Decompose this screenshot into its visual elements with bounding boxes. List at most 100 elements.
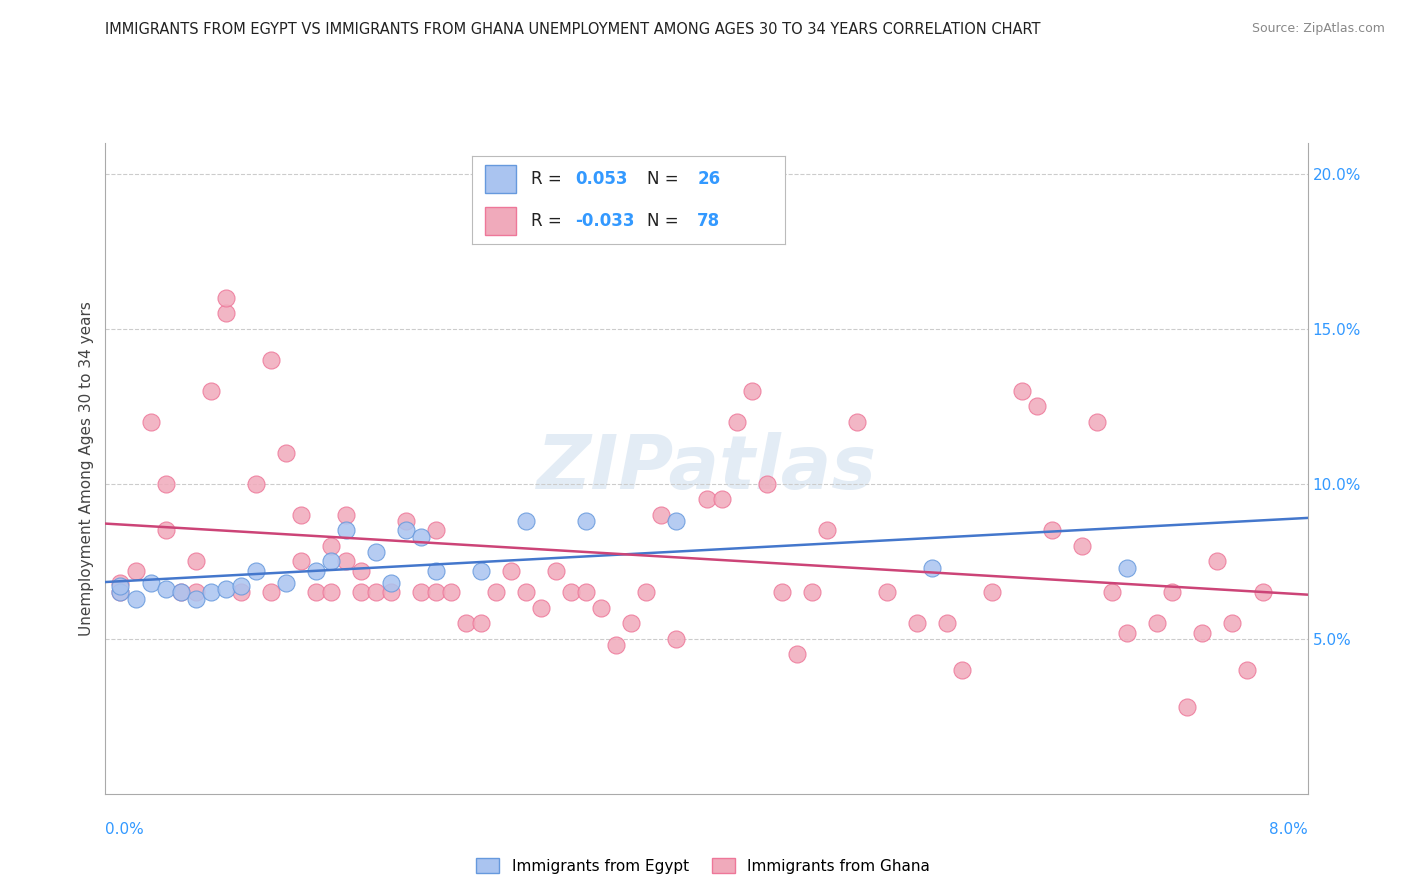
Point (741, 384, 763, 398)
Point (650, 508, 672, 522)
Point (575, 514, 598, 528)
Point (845, 415, 868, 429)
Point (319, 554, 342, 568)
Point (950, 663, 973, 677)
Point (139, 576, 162, 591)
Point (380, 585, 402, 599)
Point (710, 492, 733, 507)
Point (110, 585, 132, 599)
Point (770, 585, 793, 599)
Point (1071, 539, 1094, 553)
Point (290, 508, 312, 522)
Point (786, 648, 808, 662)
Point (1011, 384, 1033, 398)
Point (1175, 700, 1198, 714)
Point (936, 616, 959, 631)
Point (155, 582, 177, 597)
Point (1236, 663, 1258, 677)
Point (395, 514, 418, 528)
Point (620, 616, 643, 631)
Point (319, 585, 342, 599)
Point (725, 415, 748, 429)
Point (395, 524, 418, 538)
Point (800, 585, 823, 599)
Point (335, 524, 357, 538)
Point (1085, 415, 1108, 429)
Point (110, 585, 132, 599)
Point (605, 638, 627, 652)
Point (364, 545, 387, 559)
Point (1161, 585, 1184, 599)
Point (1251, 585, 1274, 599)
Point (591, 600, 613, 615)
Point (124, 591, 146, 606)
Point (876, 585, 898, 599)
Point (184, 591, 207, 606)
Text: IMMIGRANTS FROM EGYPT VS IMMIGRANTS FROM GHANA UNEMPLOYMENT AMONG AGES 30 TO 34 : IMMIGRANTS FROM EGYPT VS IMMIGRANTS FROM… (105, 22, 1040, 37)
Point (245, 564, 267, 578)
Point (485, 585, 508, 599)
Point (214, 306, 236, 320)
Text: 0.0%: 0.0% (105, 822, 145, 837)
Point (245, 476, 267, 491)
Point (425, 585, 447, 599)
Point (470, 616, 492, 631)
Point (981, 585, 1004, 599)
Point (515, 514, 537, 528)
Point (155, 476, 177, 491)
Point (905, 616, 928, 631)
Point (636, 585, 658, 599)
Point (470, 564, 492, 578)
Point (124, 564, 146, 578)
Point (1116, 560, 1139, 574)
Point (425, 564, 447, 578)
Point (409, 529, 432, 543)
Point (425, 524, 447, 538)
Point (110, 576, 132, 591)
Point (305, 564, 328, 578)
Point (409, 585, 432, 599)
Point (169, 585, 191, 599)
Point (1101, 585, 1123, 599)
Text: ZIPatlas: ZIPatlas (537, 432, 876, 505)
Point (560, 585, 582, 599)
Point (335, 508, 357, 522)
Point (335, 554, 357, 568)
Point (1040, 524, 1063, 538)
Point (200, 585, 222, 599)
Point (214, 291, 236, 305)
Text: 8.0%: 8.0% (1268, 822, 1308, 837)
Point (274, 576, 297, 591)
Point (1146, 616, 1168, 631)
Point (350, 585, 373, 599)
Point (139, 415, 162, 429)
Point (530, 600, 553, 615)
Point (319, 539, 342, 553)
Point (169, 585, 191, 599)
Point (260, 352, 283, 367)
Point (229, 585, 252, 599)
Point (380, 576, 402, 591)
Point (921, 560, 943, 574)
Point (110, 579, 132, 593)
Legend: Immigrants from Egypt, Immigrants from Ghana: Immigrants from Egypt, Immigrants from G… (470, 852, 936, 880)
Point (305, 585, 328, 599)
Point (515, 585, 537, 599)
Point (1116, 625, 1139, 640)
Text: Source: ZipAtlas.com: Source: ZipAtlas.com (1251, 22, 1385, 36)
Point (815, 524, 838, 538)
Point (350, 564, 373, 578)
Point (229, 579, 252, 593)
Point (1191, 625, 1213, 640)
Point (1206, 554, 1229, 568)
Point (454, 616, 477, 631)
Point (575, 585, 598, 599)
Point (155, 524, 177, 538)
Point (755, 476, 778, 491)
Point (1222, 616, 1244, 631)
Point (501, 564, 523, 578)
Point (214, 582, 236, 597)
Point (184, 585, 207, 599)
Point (546, 564, 568, 578)
Point (260, 585, 283, 599)
